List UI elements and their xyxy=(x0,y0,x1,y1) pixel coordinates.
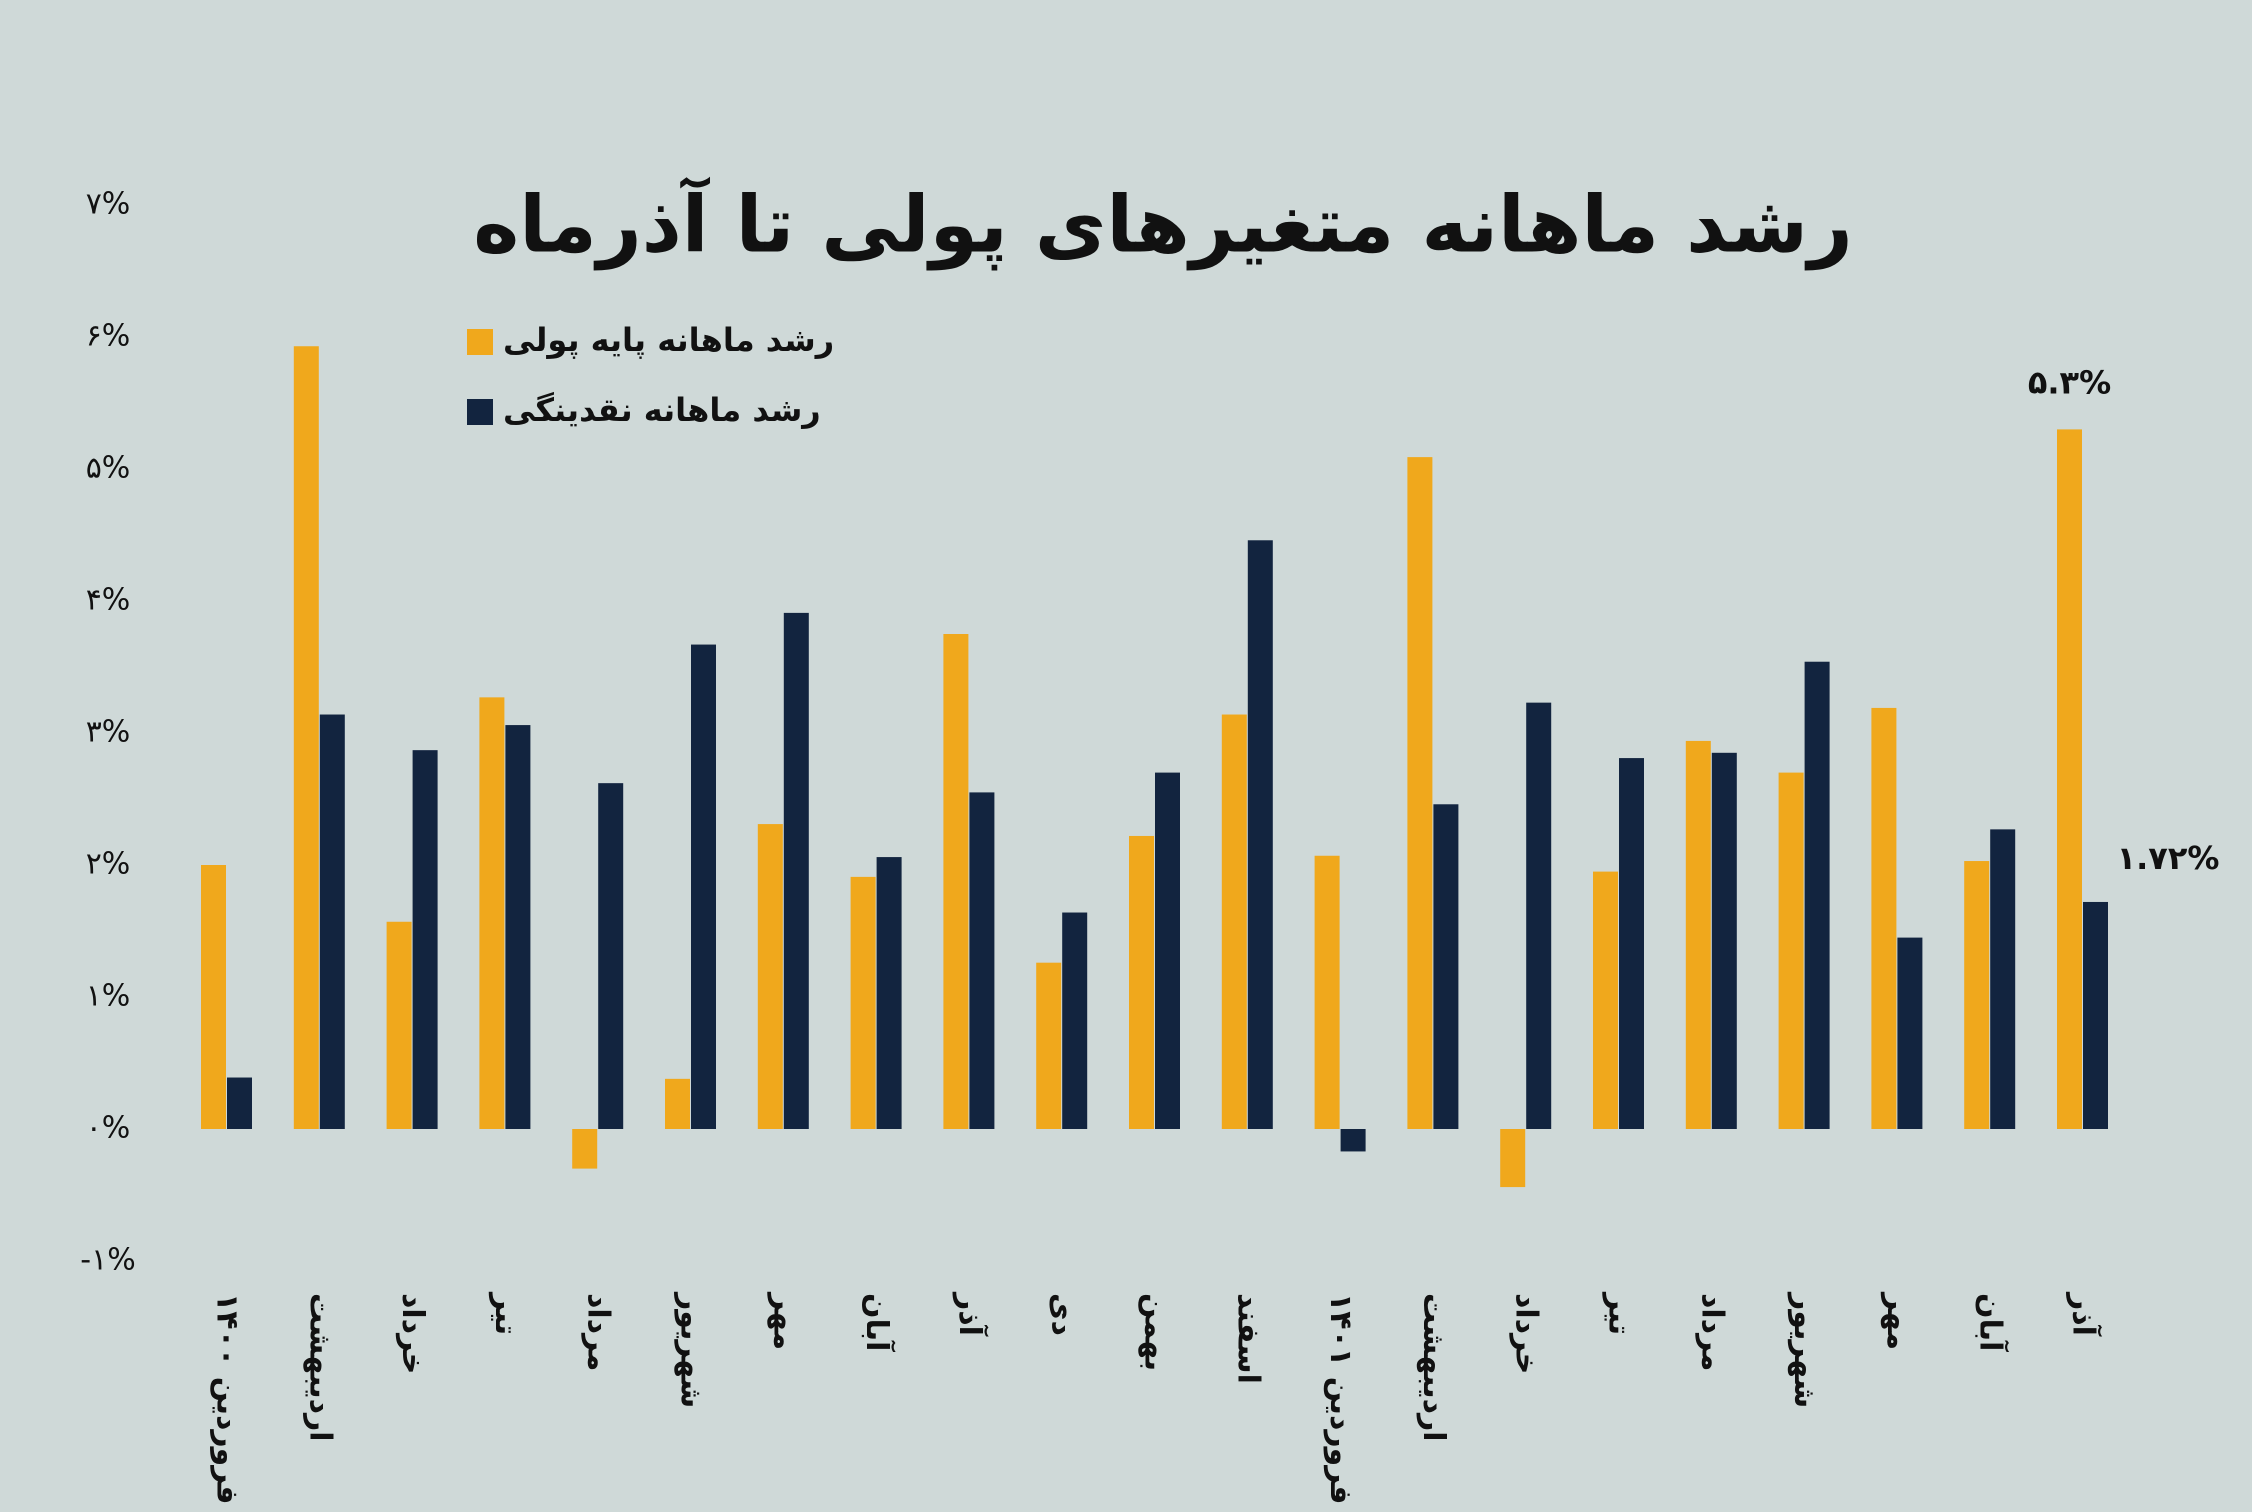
x-tick-label: خرداد xyxy=(1509,1293,1544,1374)
x-tick-label: بهمن xyxy=(1138,1293,1173,1371)
bar xyxy=(227,1077,252,1129)
bar xyxy=(691,644,716,1129)
x-tick-label: اردیبهشت xyxy=(302,1293,337,1442)
bar xyxy=(1990,829,2016,1129)
y-tick-label: ۶% xyxy=(86,319,131,354)
y-tick-label: ۵% xyxy=(86,451,131,486)
bar xyxy=(1804,661,1830,1129)
x-tick-label: مهر xyxy=(766,1291,801,1350)
bar xyxy=(783,612,809,1129)
bar xyxy=(1036,962,1062,1129)
x-tick-label: آذر xyxy=(952,1291,989,1337)
x-tick-label: فروردین ۱۴۰۱ xyxy=(1323,1293,1358,1505)
value-label: ۱.۷۲% xyxy=(2117,839,2220,877)
bar xyxy=(1526,702,1552,1129)
bar xyxy=(319,714,345,1129)
bar xyxy=(2057,429,2082,1129)
legend-label: رشد ماهانه نقدینگی xyxy=(503,391,821,429)
x-tick-label: آذر xyxy=(2066,1291,2103,1337)
bar xyxy=(479,697,505,1129)
bar xyxy=(201,865,226,1129)
bar xyxy=(1778,772,1804,1129)
bar xyxy=(572,1129,598,1169)
bar xyxy=(1247,540,1273,1129)
bar xyxy=(2083,901,2108,1129)
x-tick-label: خرداد xyxy=(395,1293,430,1374)
x-tick-label: آبان xyxy=(1973,1293,2010,1352)
x-tick-label: فروردین ۱۴۰۰ xyxy=(210,1293,245,1505)
legend-label: رشد ماهانه پایه پولی xyxy=(503,321,834,359)
bar xyxy=(757,824,783,1129)
bar xyxy=(1340,1129,1366,1152)
bar xyxy=(412,750,438,1129)
bar xyxy=(1433,804,1459,1129)
legend-swatch xyxy=(467,399,493,425)
bar xyxy=(1221,714,1247,1129)
x-tick-label: مرداد xyxy=(581,1293,616,1371)
y-tick-label: ۴% xyxy=(86,583,131,618)
bar xyxy=(1897,937,1923,1129)
x-tick-label: مرداد xyxy=(1694,1293,1729,1371)
x-tick-label: تیر xyxy=(488,1291,523,1335)
bar xyxy=(969,792,995,1129)
chart-title: رشد ماهانه متغیرهای پولی تا آذرماه xyxy=(473,176,1853,270)
x-tick-label: تیر xyxy=(1602,1291,1637,1335)
bar xyxy=(1685,740,1711,1129)
bar xyxy=(1500,1129,1526,1188)
bar xyxy=(876,857,902,1129)
legend-swatch xyxy=(467,329,493,355)
y-tick-label: ۲% xyxy=(86,847,131,882)
y-tick-label: ۳% xyxy=(86,715,131,750)
y-tick-label: ۱% xyxy=(86,979,131,1014)
y-tick-label: ۰% xyxy=(86,1111,131,1146)
bar xyxy=(1155,772,1180,1129)
bar xyxy=(1062,912,1088,1129)
x-tick-label: اردیبهشت xyxy=(1416,1293,1451,1442)
bar xyxy=(943,634,969,1129)
x-tick-label: مهر xyxy=(1880,1291,1915,1350)
x-tick-label: شهریور xyxy=(1787,1291,1822,1408)
bar xyxy=(665,1078,690,1129)
bar xyxy=(598,783,624,1129)
bar xyxy=(1407,457,1433,1129)
x-tick-label: دی xyxy=(1045,1293,1080,1336)
x-tick-label: آبان xyxy=(859,1293,896,1352)
bar xyxy=(1619,758,1644,1129)
bar xyxy=(386,921,412,1129)
bar xyxy=(1593,871,1618,1129)
bar xyxy=(293,346,319,1129)
bar xyxy=(1711,752,1737,1129)
y-tick-label: ۷% xyxy=(86,187,131,222)
x-tick-label: اسفند xyxy=(1230,1293,1265,1384)
bar xyxy=(505,725,531,1129)
bar xyxy=(1314,855,1340,1129)
value-label: ۵.۳% xyxy=(2028,363,2111,401)
bar xyxy=(1129,835,1154,1129)
bar xyxy=(1964,861,1990,1129)
y-tick-label: -۱% xyxy=(80,1243,135,1278)
bar xyxy=(850,876,876,1129)
bar xyxy=(1871,707,1897,1129)
x-tick-label: شهریور xyxy=(674,1291,709,1408)
